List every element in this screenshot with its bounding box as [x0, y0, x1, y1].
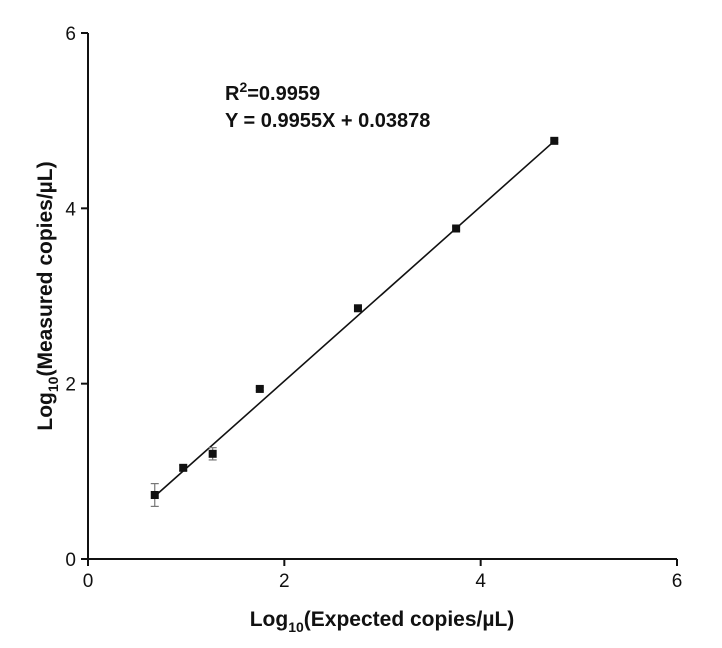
- fit-line: [154, 140, 555, 497]
- x-tick-label: 0: [83, 571, 94, 592]
- point: [150, 491, 159, 500]
- x-label-sub: 10: [288, 619, 304, 635]
- x-tick-label: 6: [672, 571, 683, 592]
- y-axis-label: Log10(Measured copies/µL): [34, 161, 61, 430]
- r2-base: R: [225, 83, 240, 105]
- y-label-rest: (Measured copies/µL): [34, 161, 57, 376]
- y-label-sub: 10: [45, 376, 61, 392]
- point: [208, 449, 217, 458]
- r2-annotation: R2=0.9959: [225, 79, 320, 105]
- y-tick-label: 0: [65, 550, 76, 571]
- y-tick-label: 6: [65, 24, 76, 45]
- r2-sup: 2: [239, 79, 247, 95]
- r2-rest: =0.9959: [247, 83, 320, 105]
- point: [452, 224, 461, 233]
- point: [353, 304, 362, 313]
- x-tick-label: 2: [279, 571, 290, 592]
- y-tick-label: 4: [65, 199, 76, 220]
- x-label-base: Log: [250, 608, 288, 631]
- x-label-rest: (Expected copies/µL): [304, 608, 514, 631]
- x-axis-label: Log10(Expected copies/µL): [250, 608, 515, 635]
- x-tick-label: 4: [475, 571, 486, 592]
- point: [550, 136, 559, 145]
- y-label-base: Log: [34, 392, 57, 430]
- fit-equation: Y = 0.9955X + 0.03878: [225, 110, 430, 132]
- point: [255, 384, 264, 393]
- y-tick-label: 2: [65, 375, 76, 396]
- point: [179, 463, 188, 472]
